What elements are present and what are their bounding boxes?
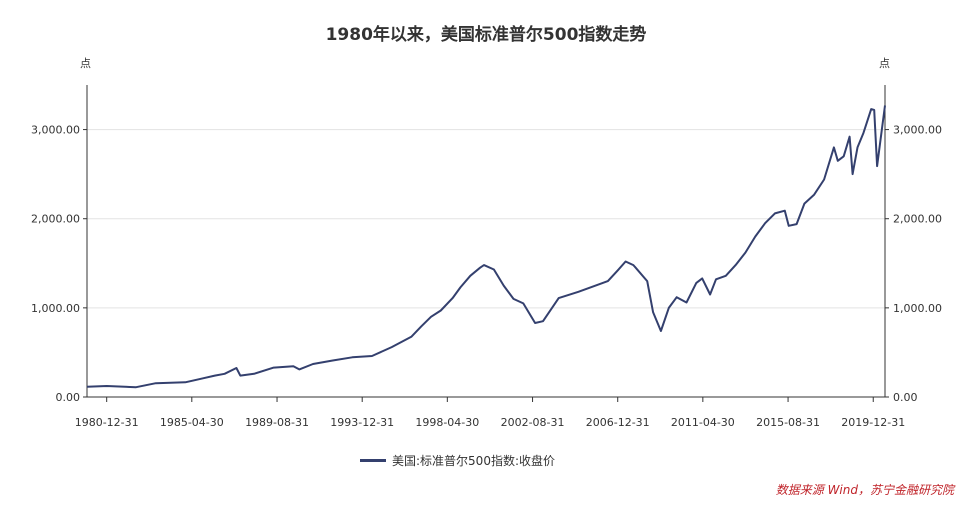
x-tick-label: 2011-04-30 — [671, 416, 735, 429]
x-tick-label: 2002-08-31 — [501, 416, 565, 429]
y-tick-label-right: 1,000.00 — [893, 302, 942, 315]
chart-title: 1980年以来，美国标准普尔500指数走势 — [325, 25, 647, 45]
y-tick-label-right: 2,000.00 — [893, 213, 942, 226]
legend-label: 美国:标准普尔500指数:收盘价 — [392, 454, 555, 468]
tick-labels: 0.00 0.00 1,000.00 1,000.00 2,000.00 2,000.00… — [31, 124, 942, 429]
y-tick-label-left: 3,000.00 — [31, 124, 80, 137]
x-tick-label: 2019-12-31 — [841, 416, 905, 429]
y-tick-label-left: 2,000.00 — [31, 213, 80, 226]
axes — [83, 85, 889, 402]
y-tick-label-right: 0.00 — [893, 391, 918, 404]
y-tick-label-right: 3,000.00 — [893, 124, 942, 137]
legend-swatch — [360, 459, 386, 462]
y-tick-label-left: 1,000.00 — [31, 302, 80, 315]
legend[interactable]: 美国:标准普尔500指数:收盘价 — [360, 452, 555, 469]
x-tick-label: 1989-08-31 — [245, 416, 309, 429]
x-tick-label: 1998-04-30 — [415, 416, 479, 429]
x-tick-label: 2015-08-31 — [756, 416, 820, 429]
x-tick-label: 1993-12-31 — [330, 416, 394, 429]
series-line-sp500 — [86, 105, 886, 389]
x-tick-label: 1985-04-30 — [160, 416, 224, 429]
series-layer — [86, 105, 886, 389]
grid-lines — [87, 129, 885, 398]
left-axis-unit: 点 — [80, 57, 91, 70]
y-tick-label-left: 0.00 — [56, 391, 81, 404]
x-tick-label: 2006-12-31 — [586, 416, 650, 429]
x-tick-label: 1980-12-31 — [75, 416, 139, 429]
right-axis-unit: 点 — [879, 57, 890, 70]
data-source-note: 数据来源 Wind，苏宁金融研究院 — [775, 483, 954, 497]
